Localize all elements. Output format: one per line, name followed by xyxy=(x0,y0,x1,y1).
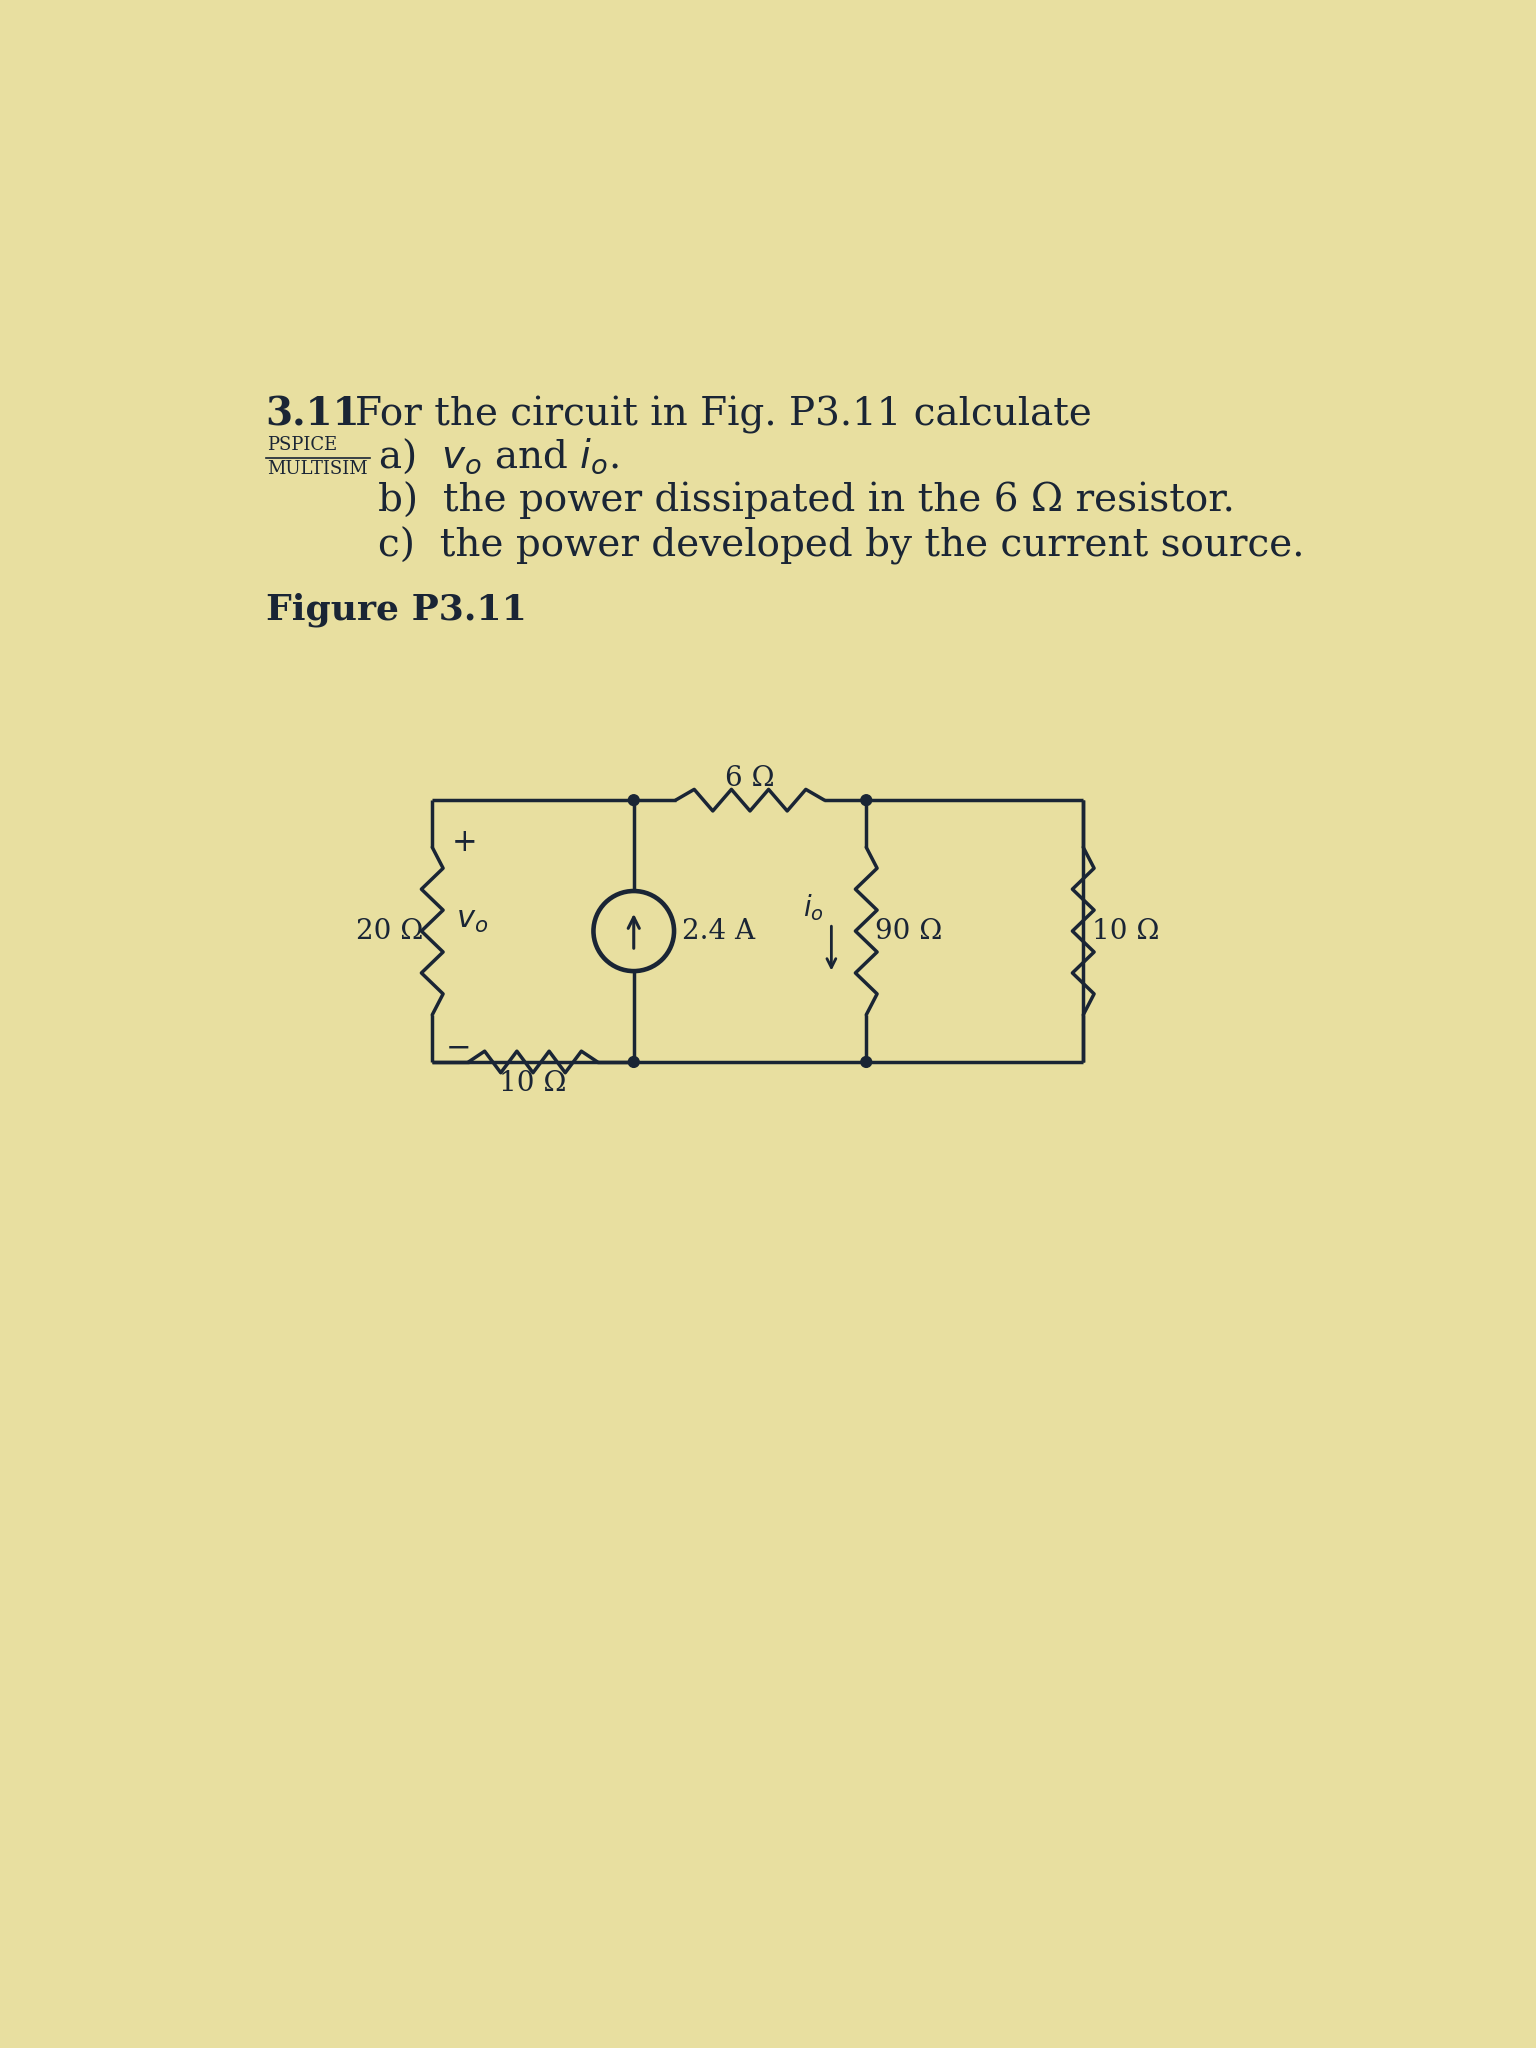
Text: 90 Ω: 90 Ω xyxy=(876,918,943,944)
Text: a)  $v_o$ and $i_o$.: a) $v_o$ and $i_o$. xyxy=(378,436,619,475)
Text: Figure P3.11: Figure P3.11 xyxy=(266,592,527,627)
Text: 6 Ω: 6 Ω xyxy=(725,766,774,793)
Text: 10 Ω: 10 Ω xyxy=(1092,918,1160,944)
Text: 2.4 A: 2.4 A xyxy=(682,918,754,944)
Circle shape xyxy=(860,1057,871,1067)
Text: −: − xyxy=(445,1032,472,1063)
Text: 3.11: 3.11 xyxy=(266,395,361,434)
Text: For the circuit in Fig. P3.11 calculate: For the circuit in Fig. P3.11 calculate xyxy=(355,395,1092,434)
Text: MULTISIM: MULTISIM xyxy=(267,461,367,477)
Text: 20 Ω: 20 Ω xyxy=(356,918,424,944)
Circle shape xyxy=(860,795,871,805)
Text: 10 Ω: 10 Ω xyxy=(499,1069,567,1098)
Circle shape xyxy=(628,795,639,805)
Circle shape xyxy=(628,1057,639,1067)
Text: PSPICE: PSPICE xyxy=(267,436,338,455)
Text: +: + xyxy=(452,827,478,858)
Text: $i_o$: $i_o$ xyxy=(803,893,823,924)
Text: $v_o$: $v_o$ xyxy=(456,903,487,936)
Text: c)  the power developed by the current source.: c) the power developed by the current so… xyxy=(378,526,1304,565)
Text: b)  the power dissipated in the 6 Ω resistor.: b) the power dissipated in the 6 Ω resis… xyxy=(378,481,1235,518)
